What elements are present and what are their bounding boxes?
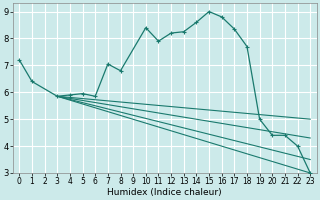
X-axis label: Humidex (Indice chaleur): Humidex (Indice chaleur) <box>108 188 222 197</box>
